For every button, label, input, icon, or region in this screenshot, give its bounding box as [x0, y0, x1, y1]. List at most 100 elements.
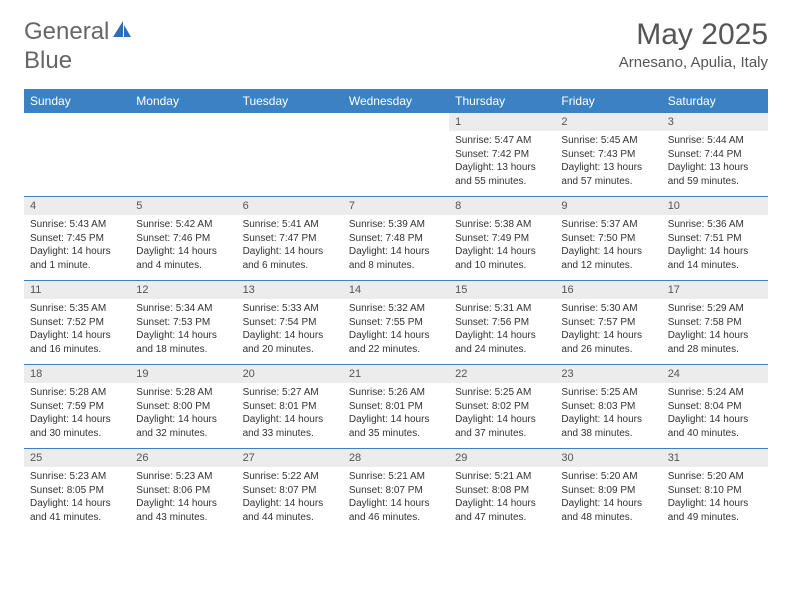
sunrise-text: Sunrise: 5:37 AM: [561, 218, 655, 232]
week-4-numbers: 25262728293031: [24, 449, 768, 467]
week-3-numbers: 18192021222324: [24, 365, 768, 383]
day-number-cell: 17: [662, 281, 768, 299]
title-block: May 2025 Arnesano, Apulia, Italy: [619, 18, 768, 71]
sunset-text: Sunset: 7:49 PM: [455, 232, 549, 246]
day-number-cell: 18: [24, 365, 130, 383]
sunset-text: Sunset: 7:54 PM: [243, 316, 337, 330]
day-data-cell: Sunrise: 5:25 AMSunset: 8:02 PMDaylight:…: [449, 383, 555, 449]
day-data-cell: Sunrise: 5:33 AMSunset: 7:54 PMDaylight:…: [237, 299, 343, 365]
daylight-text: Daylight: 14 hours and 8 minutes.: [349, 245, 443, 272]
sunset-text: Sunset: 8:01 PM: [243, 400, 337, 414]
day-number-cell: 6: [237, 197, 343, 215]
daylight-text: Daylight: 14 hours and 35 minutes.: [349, 413, 443, 440]
daylight-text: Daylight: 14 hours and 12 minutes.: [561, 245, 655, 272]
sunset-text: Sunset: 8:10 PM: [668, 484, 762, 498]
sunset-text: Sunset: 7:58 PM: [668, 316, 762, 330]
dayhead-wed: Wednesday: [343, 89, 449, 113]
day-number-cell: 29: [449, 449, 555, 467]
calendar-page: General May 2025 Arnesano, Apulia, Italy…: [0, 0, 792, 550]
sunrise-text: Sunrise: 5:38 AM: [455, 218, 549, 232]
daylight-text: Daylight: 14 hours and 41 minutes.: [30, 497, 124, 524]
day-number-cell: 31: [662, 449, 768, 467]
sunset-text: Sunset: 7:44 PM: [668, 148, 762, 162]
sunset-text: Sunset: 8:07 PM: [243, 484, 337, 498]
day-data-cell: Sunrise: 5:37 AMSunset: 7:50 PMDaylight:…: [555, 215, 661, 281]
sunrise-text: Sunrise: 5:25 AM: [561, 386, 655, 400]
day-data-cell: Sunrise: 5:43 AMSunset: 7:45 PMDaylight:…: [24, 215, 130, 281]
daylight-text: Daylight: 14 hours and 16 minutes.: [30, 329, 124, 356]
daylight-text: Daylight: 14 hours and 32 minutes.: [136, 413, 230, 440]
sunset-text: Sunset: 8:06 PM: [136, 484, 230, 498]
logo: General: [24, 18, 135, 46]
sunrise-text: Sunrise: 5:39 AM: [349, 218, 443, 232]
sunset-text: Sunset: 8:02 PM: [455, 400, 549, 414]
sunrise-text: Sunrise: 5:20 AM: [668, 470, 762, 484]
sunrise-text: Sunrise: 5:41 AM: [243, 218, 337, 232]
sunrise-text: Sunrise: 5:24 AM: [668, 386, 762, 400]
sunrise-text: Sunrise: 5:43 AM: [30, 218, 124, 232]
sunrise-text: Sunrise: 5:21 AM: [455, 470, 549, 484]
daylight-text: Daylight: 14 hours and 14 minutes.: [668, 245, 762, 272]
day-number-cell: 25: [24, 449, 130, 467]
daylight-text: Daylight: 14 hours and 49 minutes.: [668, 497, 762, 524]
logo-text-general: General: [24, 18, 109, 46]
sunset-text: Sunset: 7:55 PM: [349, 316, 443, 330]
day-number-cell: 21: [343, 365, 449, 383]
daylight-text: Daylight: 13 hours and 59 minutes.: [668, 161, 762, 188]
day-data-cell: Sunrise: 5:23 AMSunset: 8:05 PMDaylight:…: [24, 467, 130, 532]
day-number-cell: 11: [24, 281, 130, 299]
day-number-cell: 15: [449, 281, 555, 299]
daylight-text: Daylight: 13 hours and 57 minutes.: [561, 161, 655, 188]
day-number-cell: 27: [237, 449, 343, 467]
sunrise-text: Sunrise: 5:44 AM: [668, 134, 762, 148]
sunrise-text: Sunrise: 5:27 AM: [243, 386, 337, 400]
dayhead-thu: Thursday: [449, 89, 555, 113]
day-number-cell: [24, 113, 130, 131]
sunset-text: Sunset: 8:04 PM: [668, 400, 762, 414]
sunrise-text: Sunrise: 5:20 AM: [561, 470, 655, 484]
sunrise-text: Sunrise: 5:35 AM: [30, 302, 124, 316]
day-data-cell: Sunrise: 5:34 AMSunset: 7:53 PMDaylight:…: [130, 299, 236, 365]
sunset-text: Sunset: 7:53 PM: [136, 316, 230, 330]
daylight-text: Daylight: 14 hours and 26 minutes.: [561, 329, 655, 356]
daylight-text: Daylight: 14 hours and 10 minutes.: [455, 245, 549, 272]
daylight-text: Daylight: 14 hours and 1 minute.: [30, 245, 124, 272]
day-data-cell: [237, 131, 343, 197]
sunset-text: Sunset: 8:09 PM: [561, 484, 655, 498]
sunset-text: Sunset: 8:01 PM: [349, 400, 443, 414]
calendar-body: 123Sunrise: 5:47 AMSunset: 7:42 PMDaylig…: [24, 113, 768, 532]
daylight-text: Daylight: 14 hours and 24 minutes.: [455, 329, 549, 356]
sunrise-text: Sunrise: 5:47 AM: [455, 134, 549, 148]
day-number-cell: 5: [130, 197, 236, 215]
daylight-text: Daylight: 14 hours and 44 minutes.: [243, 497, 337, 524]
day-data-cell: Sunrise: 5:44 AMSunset: 7:44 PMDaylight:…: [662, 131, 768, 197]
day-data-cell: Sunrise: 5:31 AMSunset: 7:56 PMDaylight:…: [449, 299, 555, 365]
sunrise-text: Sunrise: 5:32 AM: [349, 302, 443, 316]
sunset-text: Sunset: 7:57 PM: [561, 316, 655, 330]
week-1-numbers: 45678910: [24, 197, 768, 215]
day-data-cell: Sunrise: 5:39 AMSunset: 7:48 PMDaylight:…: [343, 215, 449, 281]
sunrise-text: Sunrise: 5:23 AM: [30, 470, 124, 484]
location-subtitle: Arnesano, Apulia, Italy: [619, 54, 768, 71]
sunset-text: Sunset: 8:03 PM: [561, 400, 655, 414]
day-number-cell: 26: [130, 449, 236, 467]
sunset-text: Sunset: 7:46 PM: [136, 232, 230, 246]
week-2-numbers: 11121314151617: [24, 281, 768, 299]
week-4-data: Sunrise: 5:23 AMSunset: 8:05 PMDaylight:…: [24, 467, 768, 532]
day-number-cell: 30: [555, 449, 661, 467]
day-number-cell: 3: [662, 113, 768, 131]
day-number-cell: 8: [449, 197, 555, 215]
sunrise-text: Sunrise: 5:22 AM: [243, 470, 337, 484]
day-data-cell: Sunrise: 5:20 AMSunset: 8:10 PMDaylight:…: [662, 467, 768, 532]
day-data-cell: Sunrise: 5:32 AMSunset: 7:55 PMDaylight:…: [343, 299, 449, 365]
day-data-cell: Sunrise: 5:28 AMSunset: 8:00 PMDaylight:…: [130, 383, 236, 449]
daylight-text: Daylight: 14 hours and 6 minutes.: [243, 245, 337, 272]
sunset-text: Sunset: 8:08 PM: [455, 484, 549, 498]
sunset-text: Sunset: 8:07 PM: [349, 484, 443, 498]
sunrise-text: Sunrise: 5:21 AM: [349, 470, 443, 484]
logo-sail-icon: [111, 18, 133, 46]
day-data-cell: Sunrise: 5:29 AMSunset: 7:58 PMDaylight:…: [662, 299, 768, 365]
sunset-text: Sunset: 7:56 PM: [455, 316, 549, 330]
day-data-cell: Sunrise: 5:42 AMSunset: 7:46 PMDaylight:…: [130, 215, 236, 281]
sunrise-text: Sunrise: 5:25 AM: [455, 386, 549, 400]
